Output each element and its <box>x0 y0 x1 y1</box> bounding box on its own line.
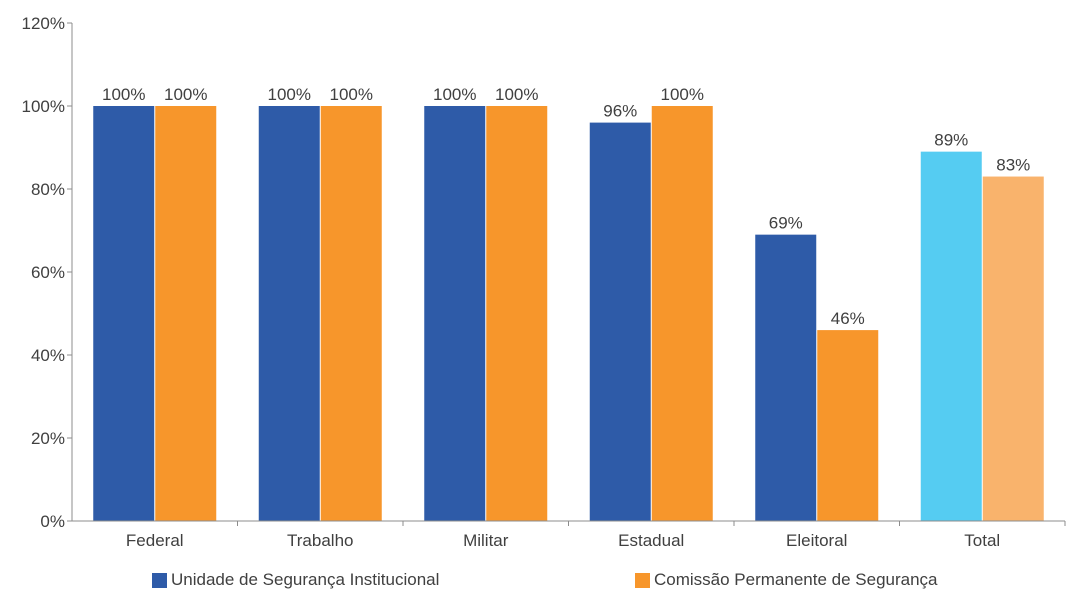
legend-swatch-series-2 <box>635 572 650 588</box>
bar-series-2 <box>982 176 1044 522</box>
bar-series-2 <box>486 106 548 521</box>
y-tick-label: 0% <box>40 512 65 531</box>
bar-series-2 <box>155 106 217 521</box>
bar-series-1 <box>589 122 651 521</box>
bar-series-2 <box>817 330 879 521</box>
y-axis: 0% 20% 40% 60% 80% 100% 120% <box>22 14 73 531</box>
x-tick-label: Federal <box>126 531 184 550</box>
bar-series-1 <box>424 106 486 521</box>
y-tick-label: 100% <box>22 97 65 116</box>
x-tick-label: Militar <box>463 531 509 550</box>
y-tick-label: 60% <box>31 263 65 282</box>
data-label-series-1: 100% <box>268 85 311 104</box>
y-tick-label: 20% <box>31 429 65 448</box>
legend-item-series-2: Comissão Permanente de Segurança <box>635 569 938 591</box>
legend-swatch-series-1 <box>152 572 167 588</box>
y-tick-label: 120% <box>22 14 65 33</box>
x-tick-label: Estadual <box>618 531 684 550</box>
data-label-series-2: 46% <box>831 309 865 328</box>
data-label-series-2: 83% <box>996 156 1030 175</box>
x-tick-label: Eleitoral <box>786 531 847 550</box>
bar-series-2 <box>651 106 713 521</box>
bar-series-1 <box>93 106 155 521</box>
data-label-series-1: 100% <box>102 85 145 104</box>
data-label-series-1: 69% <box>769 214 803 233</box>
legend-item-series-1: Unidade de Segurança Institucional <box>152 569 439 591</box>
bar-series-1 <box>258 106 320 521</box>
data-label-series-2: 100% <box>495 85 538 104</box>
y-tick-label: 40% <box>31 346 65 365</box>
bars-group: 100% 100% 100% 100% 100% 100% 96% 100% 69% 46% 89%… <box>93 85 1044 522</box>
legend-label-series-2: Comissão Permanente de Segurança <box>654 570 938 589</box>
data-label-series-2: 100% <box>164 85 207 104</box>
x-tick-label: Total <box>964 531 1000 550</box>
data-label-series-1: 96% <box>603 102 637 121</box>
data-label-series-1: 89% <box>934 131 968 150</box>
data-label-series-2: 100% <box>330 85 373 104</box>
y-tick-label: 80% <box>31 180 65 199</box>
data-label-series-1: 100% <box>433 85 476 104</box>
legend-label-series-1: Unidade de Segurança Institucional <box>171 570 440 589</box>
data-label-series-2: 100% <box>661 85 704 104</box>
x-tick-label: Trabalho <box>287 531 353 550</box>
bar-series-2 <box>320 106 382 521</box>
bar-series-1 <box>920 151 982 521</box>
x-axis: Federal Trabalho Militar Estadual Eleitoral T… <box>72 520 1066 550</box>
bar-series-1 <box>755 234 817 521</box>
